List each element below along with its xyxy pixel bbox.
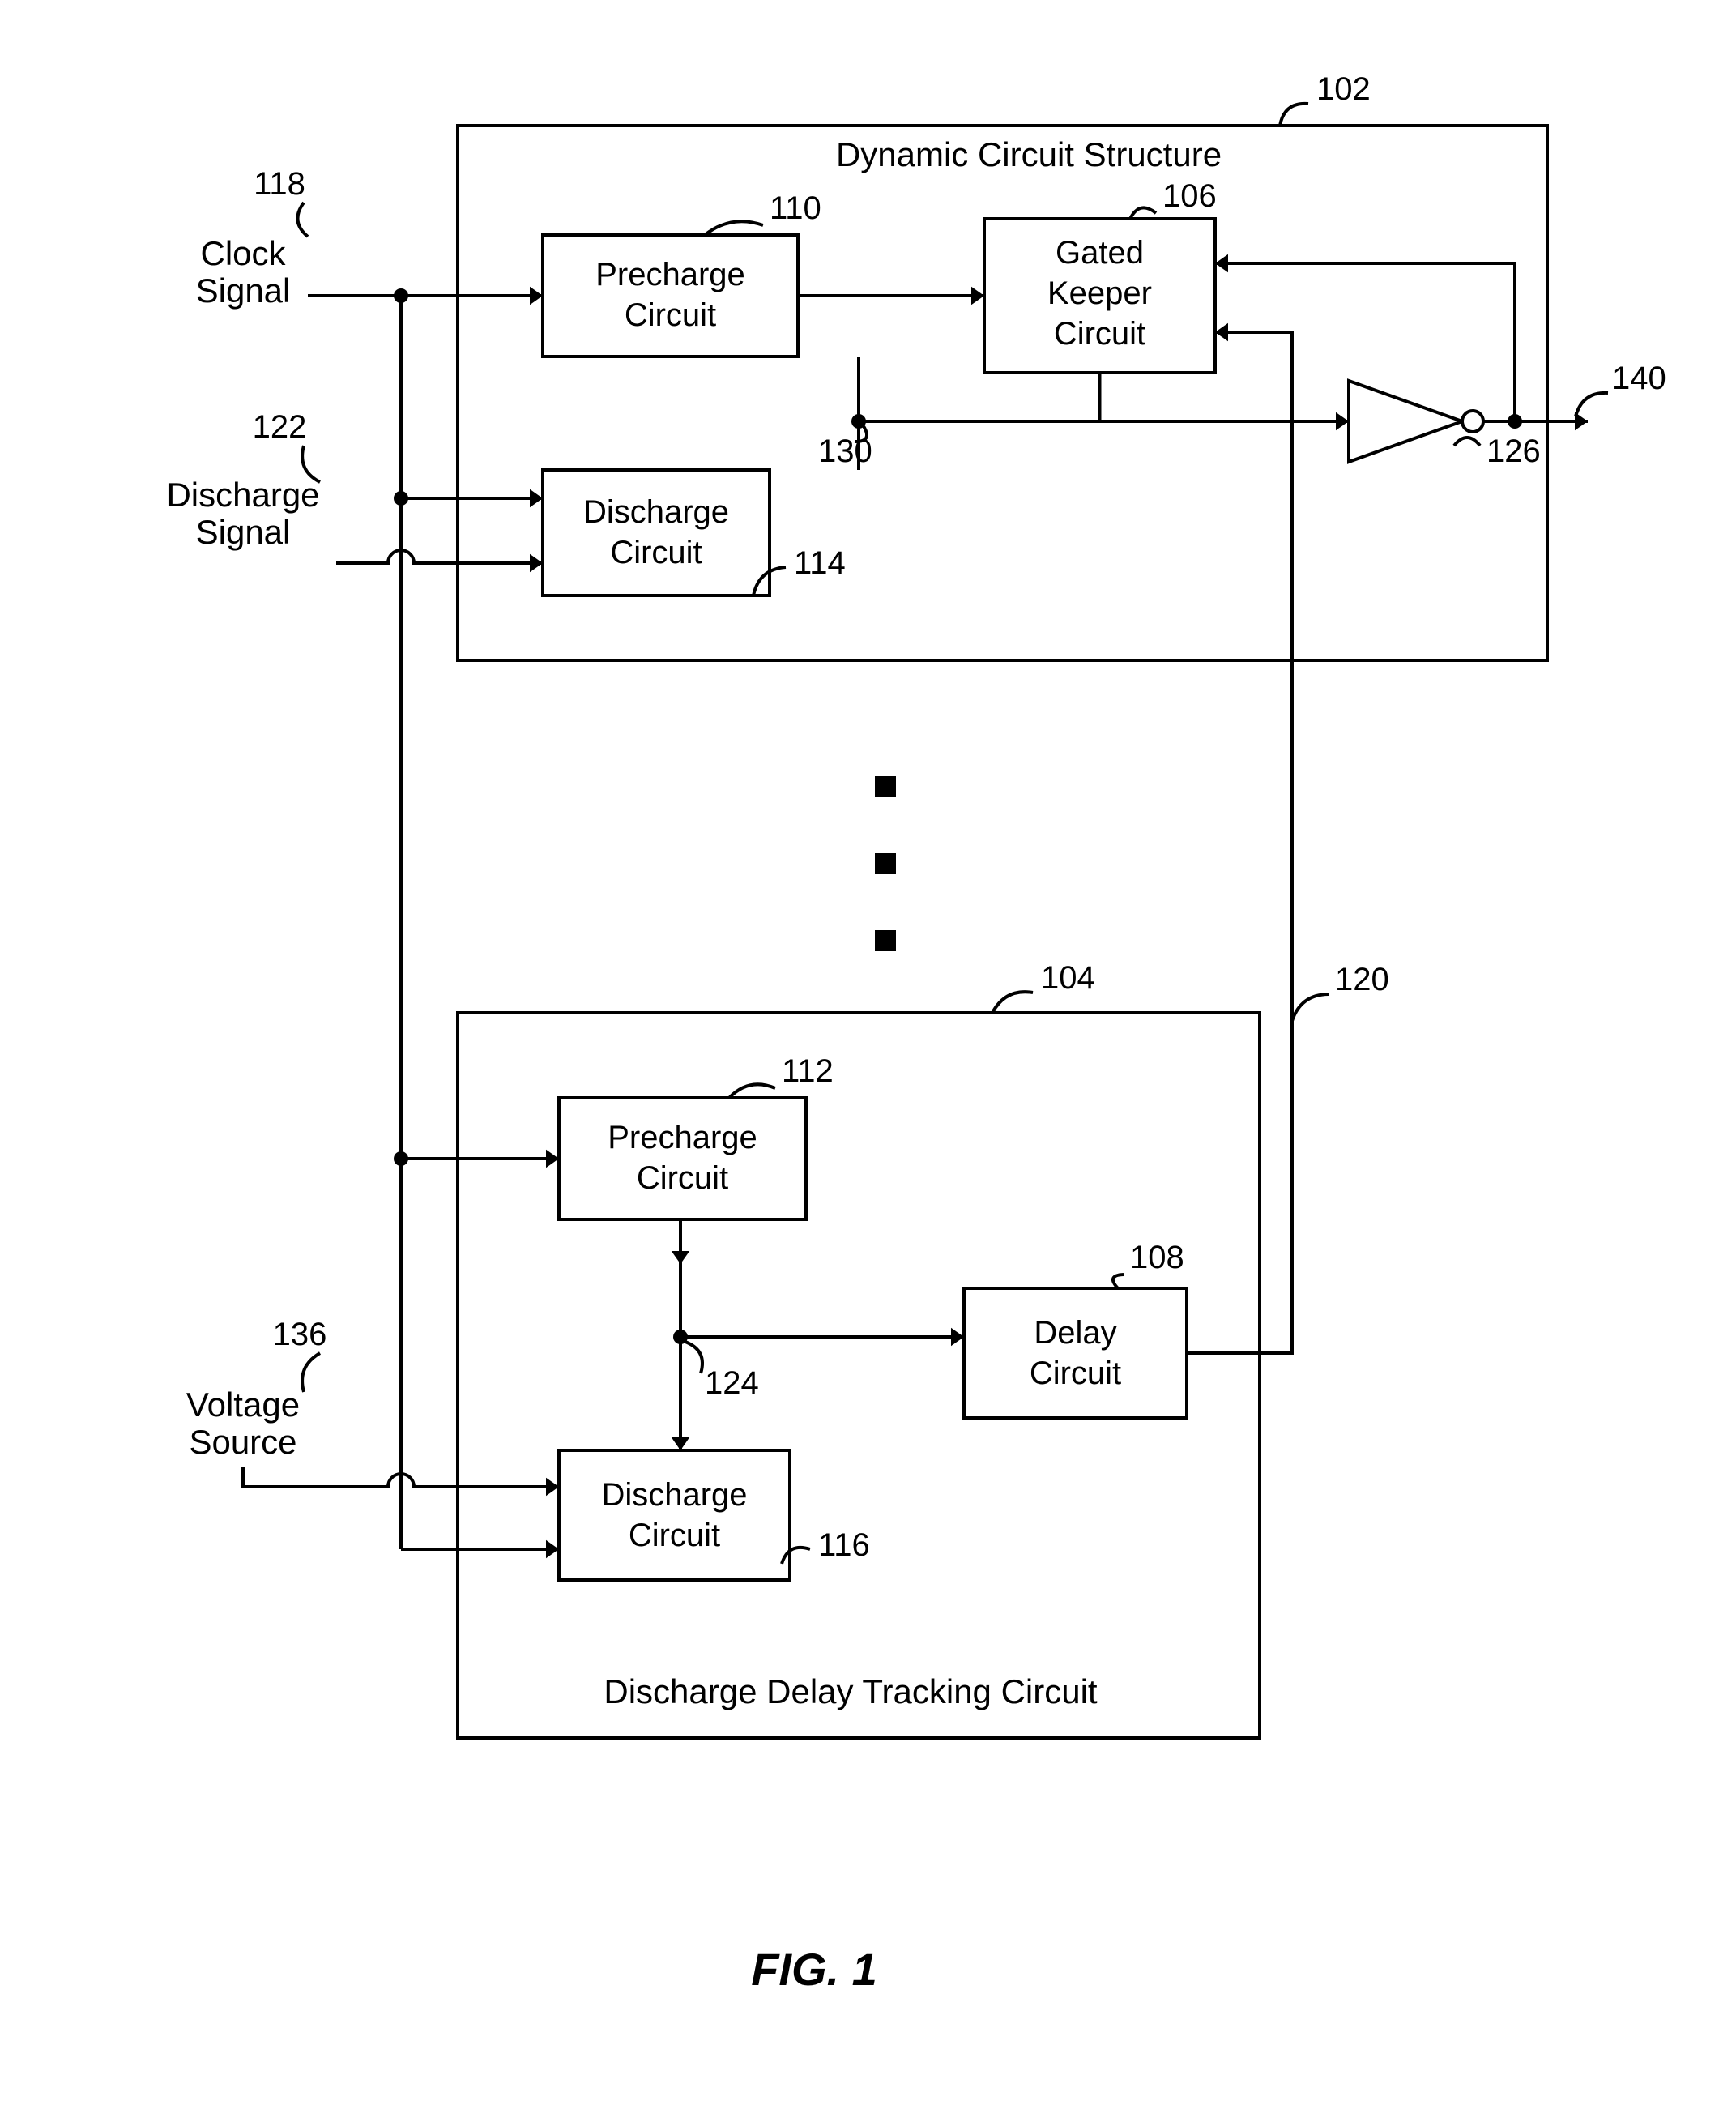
svg-text:Discharge Delay Tracking Circu: Discharge Delay Tracking Circuit [604,1672,1098,1710]
svg-text:Circuit: Circuit [610,535,702,570]
svg-text:Discharge: Discharge [166,476,319,514]
svg-text:Discharge: Discharge [601,1477,747,1513]
svg-text:106: 106 [1162,178,1217,214]
svg-text:Voltage: Voltage [186,1386,300,1424]
svg-text:Keeper: Keeper [1047,275,1152,311]
svg-text:FIG. 1: FIG. 1 [751,1944,877,1995]
svg-text:140: 140 [1612,361,1666,396]
svg-text:116: 116 [818,1527,870,1563]
svg-text:Source: Source [189,1423,296,1461]
svg-text:108: 108 [1130,1240,1184,1275]
svg-text:Delay: Delay [1034,1315,1116,1351]
svg-text:126: 126 [1486,433,1541,469]
svg-text:Precharge: Precharge [595,257,745,292]
svg-text:Circuit: Circuit [637,1160,728,1196]
svg-text:112: 112 [782,1053,834,1089]
circuit-diagram: Dynamic Circuit Structure 102 Discharge De… [0,0,1736,2105]
svg-text:Signal: Signal [196,271,291,310]
svg-text:Signal: Signal [196,513,291,551]
svg-text:104: 104 [1041,960,1095,996]
svg-text:102: 102 [1316,71,1371,107]
svg-text:122: 122 [253,409,307,445]
svg-text:Circuit: Circuit [1030,1356,1121,1391]
svg-text:114: 114 [794,545,846,581]
svg-text:Clock: Clock [200,234,286,272]
svg-text:124: 124 [705,1365,759,1401]
svg-text:118: 118 [254,166,305,202]
svg-text:Circuit: Circuit [1054,316,1145,352]
svg-text:Dynamic Circuit Structure: Dynamic Circuit Structure [836,135,1222,173]
svg-text:Precharge: Precharge [608,1120,757,1155]
svg-text:Circuit: Circuit [629,1518,720,1553]
svg-text:136: 136 [273,1317,327,1352]
svg-text:120: 120 [1335,962,1389,997]
svg-text:110: 110 [770,190,821,226]
svg-text:Gated: Gated [1056,235,1144,271]
svg-text:Discharge: Discharge [583,494,729,530]
svg-text:Circuit: Circuit [625,297,716,333]
